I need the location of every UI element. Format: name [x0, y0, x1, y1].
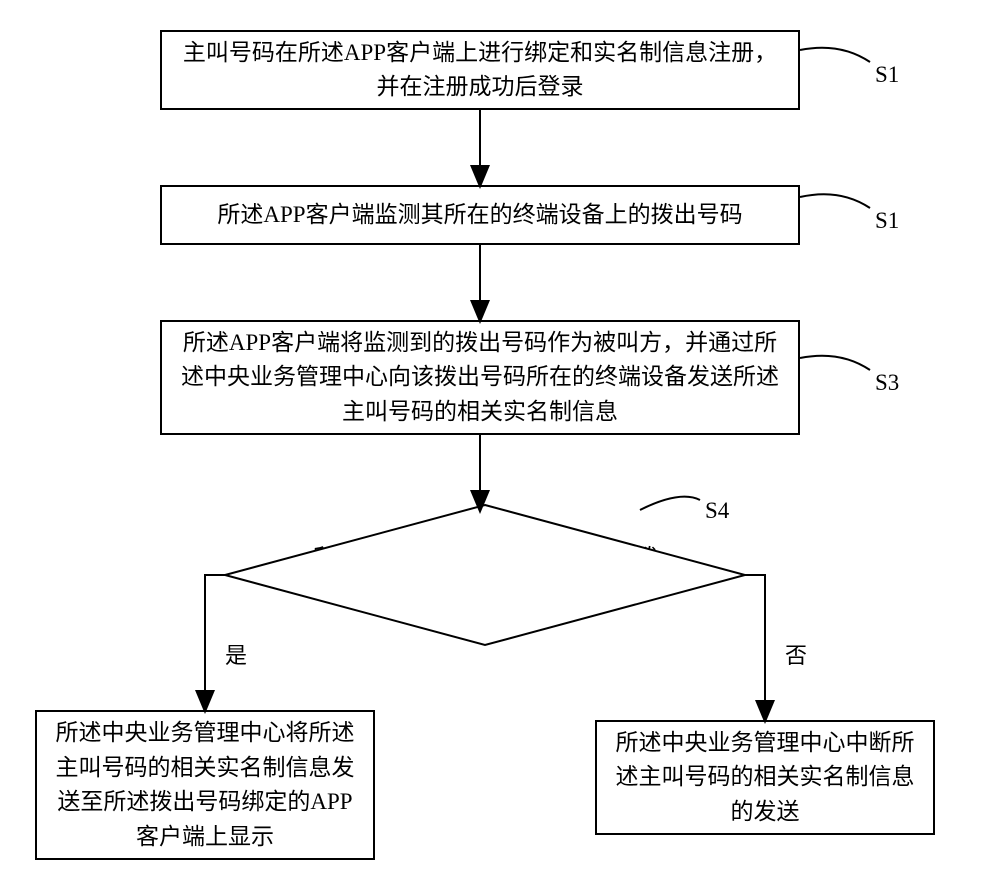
poly-edge-1 [745, 575, 765, 720]
svg-overlay [0, 0, 1000, 879]
flowchart-canvas: 主叫号码在所述APP客户端上进行绑定和实名制信息注册，并在注册成功后登录S1所述… [0, 0, 1000, 879]
poly-edge-0 [205, 575, 225, 710]
node-s4-shape [225, 505, 745, 645]
label-connector-1 [800, 194, 870, 208]
label-connector-0 [800, 48, 870, 62]
label-connector-2 [800, 356, 870, 370]
label-connector-3 [640, 497, 700, 510]
